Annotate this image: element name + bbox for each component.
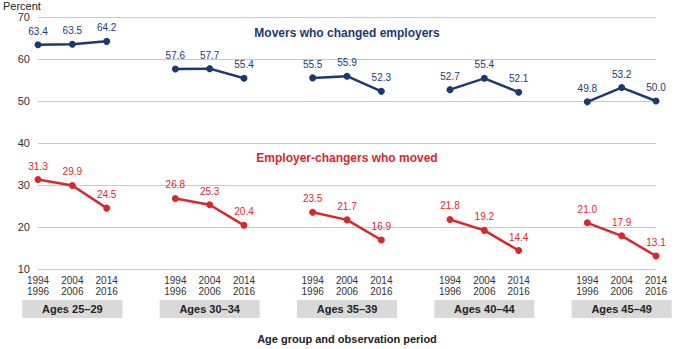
svg-text:40: 40 (18, 137, 30, 149)
svg-text:2016: 2016 (370, 286, 393, 297)
svg-text:1996: 1996 (576, 286, 599, 297)
svg-text:2006: 2006 (199, 286, 222, 297)
svg-text:2016: 2016 (233, 286, 256, 297)
svg-text:55.5: 55.5 (303, 59, 323, 70)
svg-text:2014: 2014 (96, 275, 119, 286)
svg-text:2006: 2006 (473, 286, 496, 297)
svg-text:Ages 25–29: Ages 25–29 (42, 303, 103, 315)
svg-text:1994: 1994 (302, 275, 325, 286)
svg-text:2006: 2006 (611, 286, 634, 297)
svg-text:50: 50 (18, 95, 30, 107)
svg-text:52.1: 52.1 (509, 73, 529, 84)
svg-text:2016: 2016 (96, 286, 119, 297)
svg-text:13.1: 13.1 (646, 237, 666, 248)
svg-text:24.5: 24.5 (97, 189, 117, 200)
svg-text:29.9: 29.9 (63, 166, 83, 177)
svg-text:64.2: 64.2 (97, 22, 117, 33)
svg-text:14.4: 14.4 (509, 232, 529, 243)
svg-text:20.4: 20.4 (234, 206, 254, 217)
svg-text:2004: 2004 (611, 275, 634, 286)
svg-text:63.4: 63.4 (28, 26, 48, 37)
svg-text:1994: 1994 (164, 275, 187, 286)
svg-text:21.7: 21.7 (337, 201, 357, 212)
svg-text:2016: 2016 (645, 286, 668, 297)
svg-text:50.0: 50.0 (646, 82, 666, 93)
svg-text:1994: 1994 (576, 275, 599, 286)
svg-text:2006: 2006 (61, 286, 84, 297)
svg-text:16.9: 16.9 (372, 221, 392, 232)
svg-text:2014: 2014 (645, 275, 668, 286)
svg-text:19.2: 19.2 (475, 211, 495, 222)
svg-text:Ages 45–49: Ages 45–49 (591, 303, 652, 315)
svg-text:2004: 2004 (199, 275, 222, 286)
svg-text:1994: 1994 (27, 275, 50, 286)
svg-text:60: 60 (18, 53, 30, 65)
svg-text:2014: 2014 (370, 275, 393, 286)
svg-text:26.8: 26.8 (166, 179, 186, 190)
svg-text:2014: 2014 (233, 275, 256, 286)
svg-text:2004: 2004 (61, 275, 84, 286)
svg-text:55.9: 55.9 (337, 57, 357, 68)
svg-text:Employer-changers who moved: Employer-changers who moved (256, 151, 437, 165)
svg-text:55.4: 55.4 (475, 59, 495, 70)
svg-text:31.3: 31.3 (28, 161, 48, 172)
svg-text:Percent: Percent (3, 0, 41, 12)
svg-text:2016: 2016 (508, 286, 531, 297)
svg-text:1996: 1996 (302, 286, 325, 297)
svg-text:1996: 1996 (439, 286, 462, 297)
svg-text:55.4: 55.4 (234, 59, 254, 70)
svg-text:23.5: 23.5 (303, 193, 323, 204)
svg-text:17.9: 17.9 (612, 217, 632, 228)
svg-text:Age group and observation peri: Age group and observation period (257, 333, 437, 345)
svg-text:57.6: 57.6 (166, 50, 186, 61)
svg-text:10: 10 (18, 263, 30, 275)
svg-text:Ages 30–34: Ages 30–34 (179, 303, 240, 315)
svg-text:Ages 40–44: Ages 40–44 (454, 303, 515, 315)
svg-text:30: 30 (18, 179, 30, 191)
svg-text:53.2: 53.2 (612, 69, 632, 80)
svg-text:Movers who changed employers: Movers who changed employers (254, 26, 440, 40)
svg-text:2004: 2004 (336, 275, 359, 286)
svg-text:2006: 2006 (336, 286, 359, 297)
svg-text:1994: 1994 (439, 275, 462, 286)
svg-text:52.7: 52.7 (440, 71, 460, 82)
svg-text:70: 70 (18, 11, 30, 23)
svg-text:20: 20 (18, 221, 30, 233)
svg-text:57.7: 57.7 (200, 50, 220, 61)
svg-text:2004: 2004 (473, 275, 496, 286)
svg-text:49.8: 49.8 (578, 83, 598, 94)
svg-text:1996: 1996 (164, 286, 187, 297)
svg-text:63.5: 63.5 (63, 25, 83, 36)
svg-text:Ages 35–39: Ages 35–39 (317, 303, 378, 315)
svg-text:21.0: 21.0 (578, 204, 598, 215)
svg-text:1996: 1996 (27, 286, 50, 297)
svg-text:52.3: 52.3 (372, 72, 392, 83)
svg-text:2014: 2014 (508, 275, 531, 286)
svg-text:25.3: 25.3 (200, 186, 220, 197)
svg-text:21.8: 21.8 (440, 200, 460, 211)
